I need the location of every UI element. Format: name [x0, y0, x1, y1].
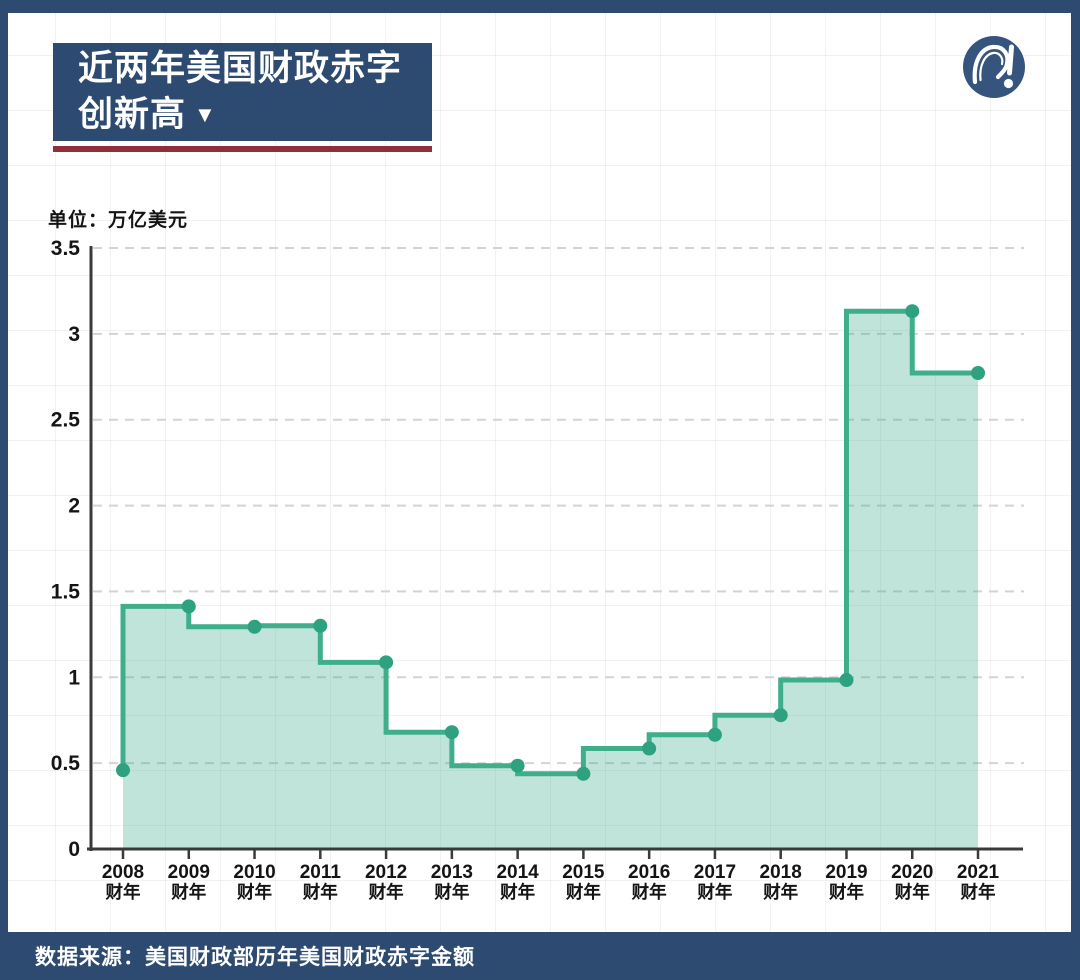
x-label-year-2017: 2017	[694, 862, 736, 883]
data-point-2020-3.132	[905, 304, 920, 319]
x-label-year-2018: 2018	[760, 862, 802, 883]
x-label-fy-2011: 财年	[303, 882, 338, 902]
data-point-2015-0.438	[576, 766, 591, 781]
data-point-2012-1.087	[379, 655, 394, 670]
x-label-year-2011: 2011	[300, 862, 342, 883]
chart-title-box: 近两年美国财政赤字 创新高 ▼	[53, 43, 432, 141]
x-label-year-2014: 2014	[496, 862, 539, 883]
x-label-fy-2017: 财年	[697, 882, 732, 902]
x-label-fy-2020: 财年	[895, 882, 930, 902]
y-tick-label-1.5: 1.5	[51, 580, 81, 603]
news-logo-icon	[963, 36, 1025, 98]
y-tick-label-0.5: 0.5	[51, 752, 81, 775]
x-label-fy-2009: 财年	[171, 882, 206, 902]
x-label-year-2020: 2020	[891, 862, 933, 883]
x-label-fy-2012: 财年	[369, 882, 404, 902]
x-label-year-2009: 2009	[168, 862, 210, 883]
logo-question-hook-stripe	[979, 51, 1004, 82]
x-label-fy-2018: 财年	[763, 882, 798, 902]
x-label-year-2008: 2008	[102, 862, 144, 883]
data-point-2011-1.3	[313, 618, 328, 633]
data-point-2013-0.68	[444, 725, 459, 740]
x-label-fy-2008: 财年	[106, 882, 141, 902]
x-label-fy-2015: 财年	[566, 882, 601, 902]
x-label-fy-2014: 财年	[500, 882, 535, 902]
area-fill	[123, 311, 979, 849]
y-tick-label-1: 1	[68, 666, 80, 689]
y-tick-label-0: 0	[68, 838, 80, 861]
logo-exclamation-stem	[1007, 44, 1014, 76]
x-label-fy-2016: 财年	[632, 882, 667, 902]
data-point-2018-0.779	[773, 708, 788, 723]
unit-label: 单位：万亿美元	[48, 210, 189, 231]
logo-question-hook	[972, 44, 1010, 85]
x-label-year-2019: 2019	[825, 862, 867, 883]
x-label-fy-2013: 财年	[434, 882, 469, 902]
x-label-year-2016: 2016	[628, 862, 670, 883]
source-text: 数据来源：美国财政部历年美国财政赤字金额	[35, 946, 475, 969]
data-point-2016-0.585	[642, 741, 657, 756]
down-triangle-icon: ▼	[194, 102, 217, 127]
data-point-2021-2.772	[971, 366, 986, 381]
frame-top-border	[0, 0, 1080, 13]
data-point-2014-0.485	[510, 758, 525, 773]
x-label-year-2021: 2021	[957, 862, 1000, 883]
chart-title-line1: 近两年美国财政赤字	[78, 49, 403, 88]
y-tick-label-3: 3	[68, 323, 80, 346]
x-label-year-2012: 2012	[365, 862, 407, 883]
y-tick-label-3.5: 3.5	[51, 237, 81, 260]
logo-exclamation-dot	[1003, 78, 1014, 89]
data-point-2010-1.294	[247, 619, 262, 634]
data-point-2008-0.459	[116, 763, 130, 778]
data-point-2019-0.984	[839, 673, 854, 688]
frame-right-border	[1071, 13, 1080, 932]
y-tick-label-2: 2	[68, 495, 80, 518]
x-label-year-2013: 2013	[431, 862, 473, 883]
x-label-fy-2019: 财年	[829, 882, 864, 902]
x-label-year-2010: 2010	[233, 862, 275, 883]
data-point-2017-0.665	[707, 727, 722, 742]
x-label-fy-2010: 财年	[237, 882, 272, 902]
x-label-year-2015: 2015	[562, 862, 605, 883]
title-underline-rule	[53, 146, 432, 152]
source-bar: 数据来源：美国财政部历年美国财政赤字金额	[0, 932, 1080, 980]
chart-title-line2: 创新高 ▼	[78, 95, 217, 134]
y-tick-label-2.5: 2.5	[51, 409, 81, 432]
frame-left-border	[0, 13, 8, 932]
x-label-fy-2021: 财年	[961, 882, 996, 902]
data-point-2009-1.413	[181, 599, 196, 614]
